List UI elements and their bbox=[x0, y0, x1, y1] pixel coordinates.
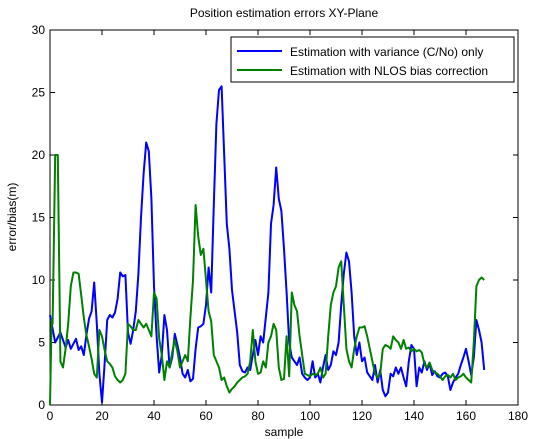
plot-area bbox=[49, 29, 519, 406]
x-tick-label: 100 bbox=[300, 409, 320, 423]
axis-ticks: 0 20 40 60 80 100 120 140 160 180 0 5 10 15 20 25 30 bbox=[32, 23, 529, 423]
x-tick-label: 0 bbox=[47, 409, 54, 423]
y-tick-label: 25 bbox=[32, 86, 46, 100]
series-line-1 bbox=[49, 85, 486, 404]
x-tick-label: 60 bbox=[199, 409, 213, 423]
x-tick-label: 120 bbox=[352, 409, 372, 423]
y-tick-label: 0 bbox=[38, 398, 45, 412]
x-tick-label: 180 bbox=[508, 409, 528, 423]
series-layer bbox=[49, 85, 486, 406]
y-tick-label: 10 bbox=[32, 273, 46, 287]
y-tick-label: 20 bbox=[32, 148, 46, 162]
x-tick-label: 160 bbox=[456, 409, 476, 423]
y-tick-label: 30 bbox=[32, 23, 46, 37]
legend-label-series-1: Estimation with variance (C/No) only bbox=[290, 45, 483, 59]
y-tick-label: 15 bbox=[32, 211, 46, 225]
x-tick-label: 40 bbox=[147, 409, 161, 423]
x-tick-label: 20 bbox=[95, 409, 109, 423]
legend-label-series-2: Estimation with NLOS bias correction bbox=[290, 64, 488, 78]
x-axis-label: sample bbox=[265, 425, 304, 439]
chart-title: Position estimation errors XY-Plane bbox=[190, 6, 379, 20]
y-tick-label: 5 bbox=[38, 336, 45, 350]
x-tick-label: 80 bbox=[251, 409, 265, 423]
legend: Estimation with variance (C/No) only Est… bbox=[230, 36, 515, 83]
x-tick-label: 140 bbox=[404, 409, 424, 423]
legend-box bbox=[230, 36, 515, 83]
series-line-2 bbox=[49, 154, 485, 406]
y-axis-label: error/bias(m) bbox=[5, 183, 19, 252]
